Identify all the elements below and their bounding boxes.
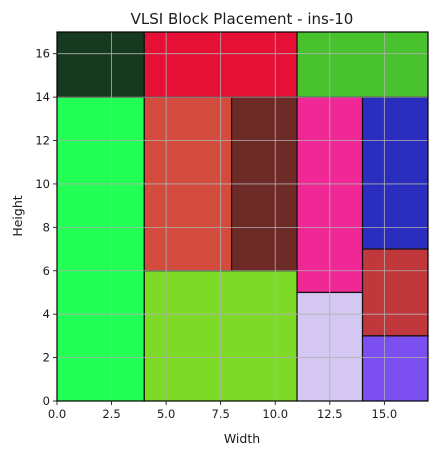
y-tick-label-3: 6 (43, 264, 50, 278)
x-tick-label-2: 5.0 (157, 407, 175, 421)
y-tick-label-0: 0 (43, 394, 50, 408)
y-tick-label-8: 16 (35, 47, 50, 61)
y-tick-label-6: 12 (35, 134, 50, 148)
chart-title: VLSI Block Placement - ins-10 (131, 10, 354, 28)
block-0 (56, 96, 145, 402)
x-tick-label-5: 12.5 (317, 407, 343, 421)
block-3 (296, 31, 429, 98)
x-ticks: 0.0 2.5 5.0 7.5 10.0 12.5 15.0 (48, 401, 397, 421)
x-tick-label-3: 7.5 (212, 407, 230, 421)
x-tick-label-0: 0.0 (48, 407, 66, 421)
y-tick-label-7: 14 (35, 90, 50, 104)
y-tick-label-5: 10 (35, 177, 50, 191)
block-9 (361, 96, 429, 250)
y-tick-label-2: 4 (43, 307, 50, 321)
block-11 (361, 335, 429, 402)
y-axis-label: Height (10, 195, 25, 236)
y-tick-label-4: 8 (43, 220, 50, 234)
plot-frame (56, 31, 429, 402)
block-10 (361, 248, 429, 337)
y-tick-label-1: 2 (43, 351, 50, 365)
x-axis-label: Width (224, 431, 260, 446)
blocks-layer (56, 31, 429, 402)
x-tick-label-6: 15.0 (372, 407, 398, 421)
x-tick-label-4: 10.0 (262, 407, 288, 421)
x-tick-label-1: 2.5 (102, 407, 120, 421)
y-ticks: 0 2 4 6 8 10 12 14 16 (35, 47, 57, 408)
block-1 (56, 31, 145, 98)
